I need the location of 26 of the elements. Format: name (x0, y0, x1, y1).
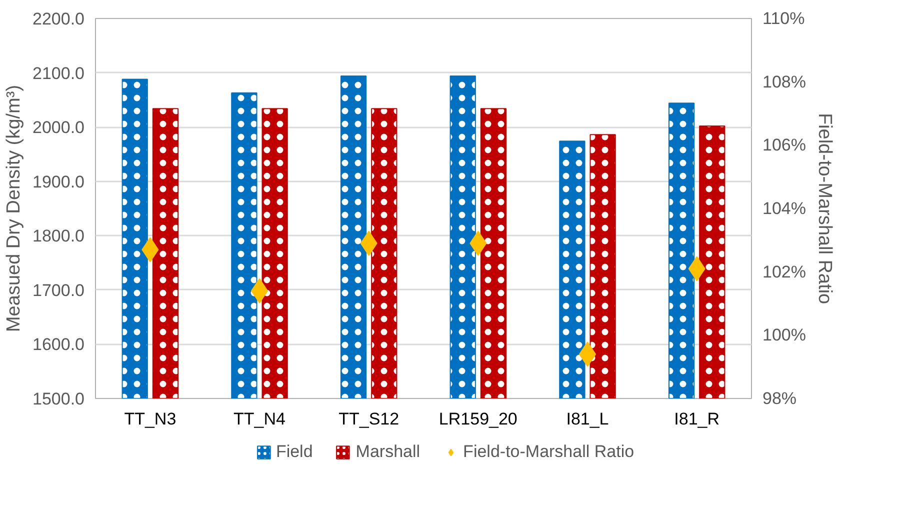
y2-axis-title: Field-to-Marshall Ratio (814, 112, 835, 304)
y-tick-label: 2200.0 (32, 10, 85, 28)
y-tick-label: 1500.0 (32, 390, 85, 408)
y2-tick-label: 106% (762, 136, 806, 155)
y-tick-label: 1700.0 (32, 280, 85, 300)
x-tick-label: I81_L (566, 410, 609, 428)
legend-label: Field (276, 442, 313, 462)
x-tick-label: LR159_20 (438, 410, 518, 428)
y2-tick-label: 110% (762, 9, 805, 28)
y2-tick-label: 98% (762, 389, 797, 408)
y2-tick-label: 102% (762, 262, 806, 282)
legend-label: Field-to-Marshall Ratio (463, 442, 634, 462)
y-tick-label: 1800.0 (32, 226, 85, 246)
y2-tick-label: 100% (762, 326, 806, 345)
y-tick-label: 1900.0 (32, 172, 85, 192)
y-axis-title: Measued Dry Density (kg/m³) (4, 84, 25, 332)
x-tick-label: TT_N4 (234, 410, 286, 428)
y2-tick-label: 104% (762, 199, 806, 218)
y-tick-label: 2000.0 (32, 118, 85, 138)
y-tick-label: 1600.0 (32, 335, 85, 354)
legend-label: Marshall (356, 442, 420, 462)
y-tick-label: 2100.0 (32, 64, 85, 83)
x-tick-label: I81_R (674, 410, 720, 428)
x-tick-label: TT_N3 (124, 410, 176, 428)
x-tick-label: TT_S12 (338, 410, 400, 428)
y2-tick-label: 108% (762, 72, 806, 92)
